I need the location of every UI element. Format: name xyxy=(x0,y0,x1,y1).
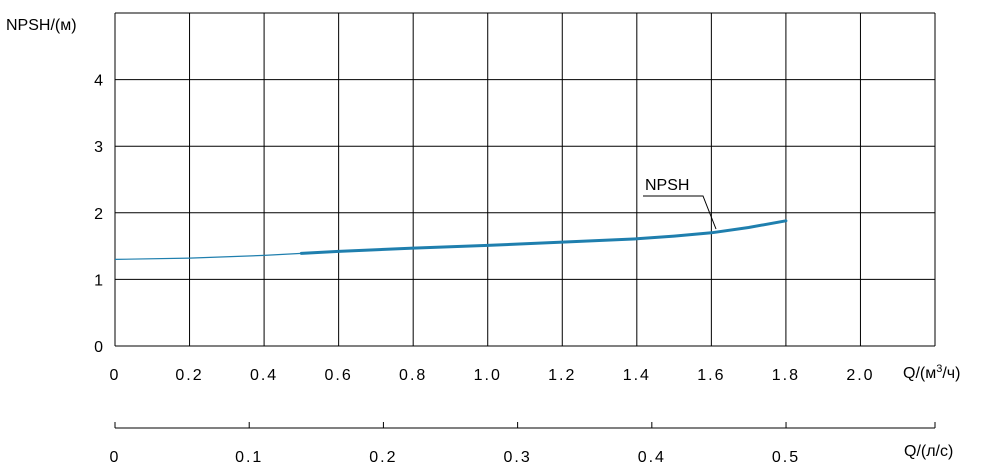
x-tick-label: 1.8 xyxy=(772,367,800,384)
y-tick-label: 1 xyxy=(94,272,103,289)
series-line-npsh xyxy=(299,219,788,255)
x2-axis-label: Q/(л/с) xyxy=(904,443,953,460)
x2-tick-label: 0.3 xyxy=(503,449,531,466)
x-tick-label: 0.6 xyxy=(325,367,353,384)
y-tick-label: 0 xyxy=(94,339,103,356)
x-tick-label: 1.6 xyxy=(697,367,725,384)
x-tick-label: 0.8 xyxy=(399,367,427,384)
series-line-npsh-extension xyxy=(114,252,302,260)
x-tick-label: 1.2 xyxy=(548,367,576,384)
grid xyxy=(114,12,936,347)
x-tick-labels: 0 0.2 0.4 0.6 0.8 1.0 1.2 1.4 1.6 1.8 2.0 xyxy=(110,367,874,384)
x2-tick-label: 0.4 xyxy=(638,449,666,466)
series-label-leader xyxy=(643,195,717,230)
x-axis-label: Q/(м3/ч) xyxy=(903,363,960,382)
y-tick-label: 3 xyxy=(94,139,103,156)
x-tick-label: 2.0 xyxy=(846,367,874,384)
secondary-x-axis: 0 0.1 0.2 0.3 0.4 0.5 xyxy=(110,422,936,466)
y-tick-label: 2 xyxy=(94,206,103,223)
x2-tick-label: 0.5 xyxy=(772,449,800,466)
x2-tick-label: 0 xyxy=(110,449,121,466)
x-tick-label: 0 xyxy=(110,367,121,384)
x2-tick-label: 0.2 xyxy=(369,449,397,466)
x2-tick-label: 0.1 xyxy=(235,449,263,466)
y-axis-label: NPSH/(м) xyxy=(6,17,77,34)
series-label-npsh: NPSH xyxy=(645,177,689,194)
x-tick-label: 1.0 xyxy=(474,367,502,384)
x-tick-label: 0.2 xyxy=(175,367,203,384)
x-tick-label: 1.4 xyxy=(623,367,651,384)
y-tick-label: 4 xyxy=(94,73,103,90)
series xyxy=(114,219,788,260)
y-tick-labels: 0 1 2 3 4 xyxy=(94,73,103,356)
x-tick-label: 0.4 xyxy=(250,367,278,384)
